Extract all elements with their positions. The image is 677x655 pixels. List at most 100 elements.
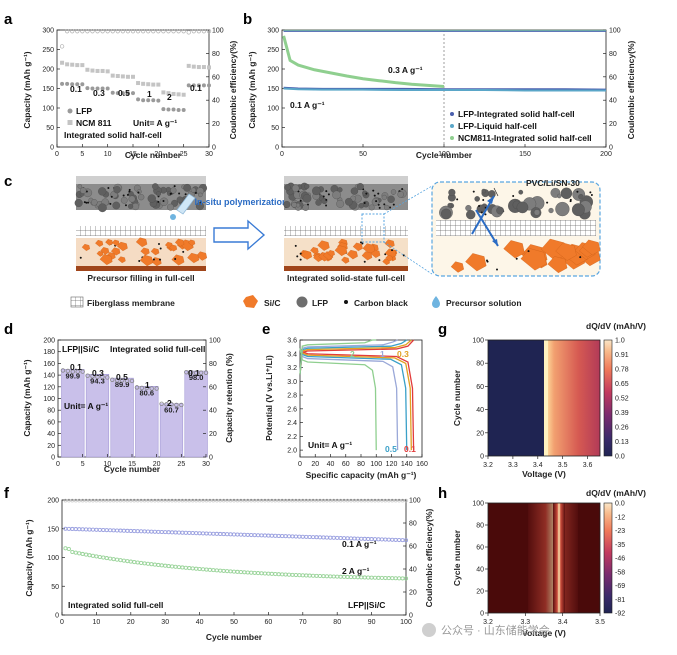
panel-a-y2label: Coulombic efficiency(%) xyxy=(228,40,238,139)
capacity-point-high-rate xyxy=(252,570,257,575)
ce-point xyxy=(287,498,291,503)
capacity-point-high-rate xyxy=(170,564,175,569)
panel-f-letter: f xyxy=(4,485,10,502)
ce-point xyxy=(366,498,370,503)
ce-point xyxy=(263,498,267,503)
capacity-point-high-rate xyxy=(286,572,292,577)
capacity-point xyxy=(85,373,90,378)
si-c-particles xyxy=(294,238,405,266)
y-tick-label: 0 xyxy=(55,613,59,620)
capacity-point-high-rate xyxy=(207,567,212,572)
ce-point xyxy=(159,498,164,503)
colorbar-label: -35 xyxy=(615,542,625,549)
capacity-point-low-rate xyxy=(104,528,109,533)
carbon-black-particle xyxy=(182,250,185,253)
ce-point xyxy=(191,29,196,34)
lfp-particle xyxy=(516,201,529,214)
lfp-particle xyxy=(332,190,341,200)
capacity-point-low-rate xyxy=(324,535,329,540)
ce-point xyxy=(130,29,136,34)
lfp-point xyxy=(191,83,196,88)
panel-b-xlabel: Cycle number xyxy=(416,150,473,160)
colorbar-label: -23 xyxy=(615,528,625,535)
rate-label: 0.3 xyxy=(92,368,104,378)
lfp-particle xyxy=(190,187,196,193)
capacity-point-low-rate xyxy=(84,527,89,532)
voltage-curve xyxy=(299,348,399,451)
panel-b-ylabel: Capacity (mAh g⁻¹) xyxy=(247,51,257,128)
capacity-point-low-rate xyxy=(259,533,264,538)
capacity-point-high-rate xyxy=(176,565,182,570)
carbon-black-particle xyxy=(589,191,592,194)
ce-point xyxy=(338,498,343,503)
y2-tick-label: 20 xyxy=(212,121,220,128)
y-tick-label: 80 xyxy=(476,361,484,368)
capacity-point-high-rate xyxy=(269,571,274,576)
si-c-particle xyxy=(96,250,104,257)
panel-c-zoom-label: PVC/Li/SN-30 xyxy=(526,178,580,188)
colorbar-label: -81 xyxy=(615,597,625,604)
y-tick-label: 0 xyxy=(480,454,484,461)
legend-marker xyxy=(450,112,454,116)
ce-point xyxy=(181,29,186,34)
x-tick-label: 50 xyxy=(359,151,367,158)
capacity-point-high-rate xyxy=(300,573,305,578)
panel-g: g dQ/dV (mAh/V) 3.2 3.3 3.4 3.5 3.6 0 20 40 60 80… xyxy=(438,321,646,479)
ce-point xyxy=(204,498,209,503)
ce-point xyxy=(87,498,92,503)
x-tick-label: 3.4 xyxy=(533,462,543,469)
y-tick-label: 60 xyxy=(476,384,484,391)
ce-point xyxy=(359,498,364,503)
rate-label: 0.1 xyxy=(188,368,200,378)
capacity-point-low-rate xyxy=(90,527,96,532)
ncm811-point xyxy=(125,74,130,79)
ce-point xyxy=(380,498,384,503)
lfp-particle xyxy=(138,194,145,201)
x-tick-label: 15 xyxy=(128,461,136,468)
y-tick-label: 200 xyxy=(47,498,59,505)
panel-e-ylabel: Potential (V vs.Li⁺/Li) xyxy=(264,355,274,441)
carbon-black-particle xyxy=(378,206,381,209)
colorbar-label: 0.13 xyxy=(615,439,629,446)
carbon-black-particle xyxy=(485,259,488,262)
capacity-point-high-rate xyxy=(352,575,357,580)
y2-tick-label: 0 xyxy=(409,613,413,620)
si-c-particle xyxy=(169,244,178,252)
retention-value: 94.3 xyxy=(90,376,105,385)
curve-label: 0.3 xyxy=(397,349,409,359)
fiberglass-legend-icon xyxy=(70,296,84,308)
colorbar-label: 0.0 xyxy=(615,454,625,461)
ncm811-point xyxy=(156,82,161,87)
ce-point xyxy=(342,498,346,503)
panel-c-center-label: Integrated solid-state full-cell xyxy=(287,273,405,283)
lfp-particle xyxy=(441,208,452,219)
ce-point xyxy=(356,498,360,503)
capacity-point-low-rate xyxy=(114,528,120,533)
capacity-point-high-rate xyxy=(190,566,195,571)
lfp-point xyxy=(151,98,156,103)
legend-marker xyxy=(67,108,73,114)
y-tick-label: 2.4 xyxy=(287,420,297,427)
ce-point xyxy=(345,498,350,503)
lfp-point xyxy=(125,91,130,96)
lfp-particle xyxy=(390,189,397,195)
ce-point xyxy=(211,498,216,503)
y-tick-label: 100 xyxy=(47,555,59,562)
capacity-point-low-rate xyxy=(211,531,216,536)
legend-precursor: Precursor solution xyxy=(446,298,522,308)
capacity-point-low-rate xyxy=(314,535,319,540)
lfp-particle xyxy=(555,201,570,217)
capacity-point-high-rate xyxy=(197,566,202,572)
panel-a-ticks: 0 5 10 15 20 25 300501001502002503000204060801… xyxy=(42,28,223,159)
capacity-point-low-rate xyxy=(111,528,116,533)
capacity-point-high-rate xyxy=(249,570,254,575)
ce-point xyxy=(120,29,126,34)
y-tick-label: 300 xyxy=(42,28,54,35)
lfp-particle xyxy=(183,183,192,192)
ce-point xyxy=(142,498,147,503)
y-tick-label: 2.8 xyxy=(287,393,297,400)
ce-point xyxy=(273,498,278,503)
carbon-black-particle xyxy=(392,203,395,206)
capacity-point-high-rate xyxy=(321,574,326,579)
curve-label: 0.5 xyxy=(385,444,397,454)
